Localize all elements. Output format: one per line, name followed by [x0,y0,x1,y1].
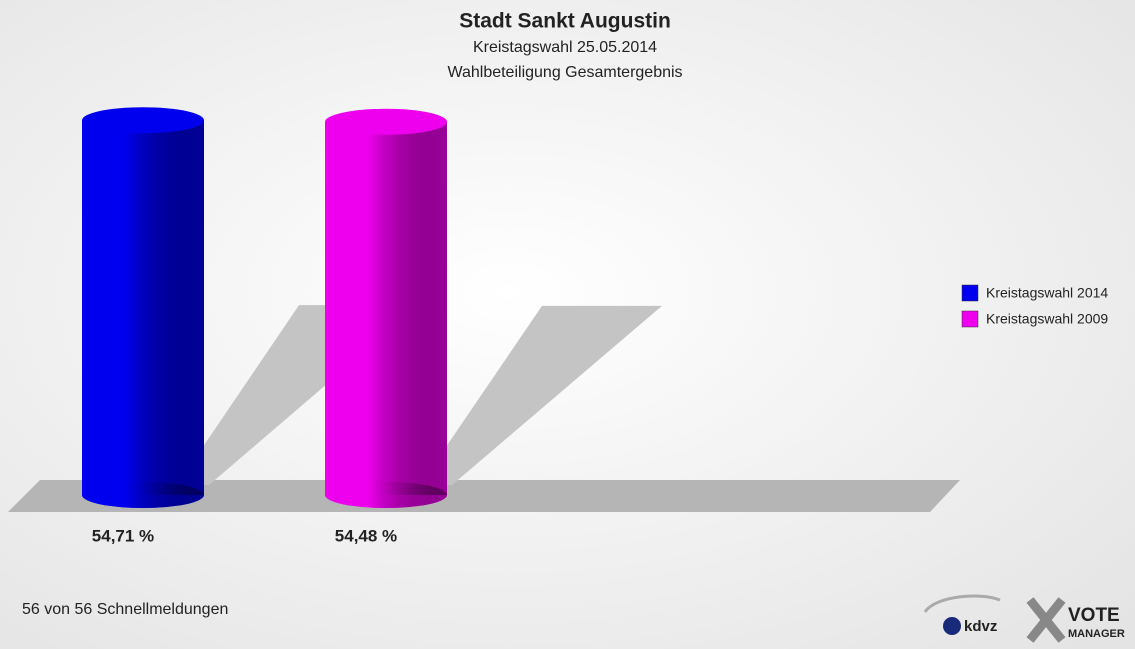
bar-bottom-shade [325,482,447,508]
bar-bottom-shade [82,482,204,508]
bar-shadow [420,305,662,485]
chart-subtitle: Wahlbeteiligung Gesamtergebnis [447,64,682,81]
legend-label: Kreistagswahl 2014 [986,285,1108,301]
logo: kdvz VOTE MANAGER [923,594,1125,643]
floor [8,480,960,512]
footer-note: 56 von 56 Schnellmeldungen [22,601,228,618]
value-label: 54,48 % [335,526,397,545]
bar-top [325,108,447,135]
legend-swatch [961,310,979,328]
logo-product: VOTE [1068,605,1120,626]
value-label: 54,71 % [92,526,154,545]
logo-brand: kdvz [964,618,997,635]
chart-title: Stadt Sankt Augustin [459,10,671,33]
logo-x [1026,597,1066,643]
legend-label: Kreistagswahl 2009 [986,311,1108,327]
bar-body-shade [82,120,204,495]
bar-body-shade [325,121,447,495]
chart-subtitle: Kreistagswahl 25.05.2014 [473,39,657,56]
bar-top [82,107,204,134]
bar [325,108,447,508]
bar [82,107,204,508]
logo-product2: MANAGER [1068,628,1125,640]
legend-swatch [961,284,979,302]
bars [82,107,447,508]
logo-dot [943,617,961,635]
logo-swoosh [923,594,1001,613]
